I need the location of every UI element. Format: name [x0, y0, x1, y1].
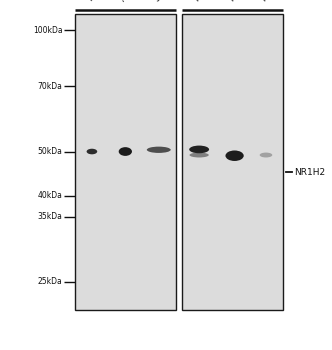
Ellipse shape — [225, 150, 244, 161]
Text: 50kDa: 50kDa — [38, 147, 62, 156]
Text: NR1H2: NR1H2 — [294, 168, 325, 177]
Ellipse shape — [189, 146, 209, 153]
Text: 35kDa: 35kDa — [38, 212, 62, 221]
Text: A-431: A-431 — [119, 0, 143, 4]
Ellipse shape — [87, 149, 97, 154]
Ellipse shape — [190, 153, 209, 158]
Text: 70kDa: 70kDa — [38, 82, 62, 91]
Text: 25kDa: 25kDa — [38, 277, 62, 286]
Text: SH-SY5Y: SH-SY5Y — [152, 0, 184, 4]
Text: 100kDa: 100kDa — [33, 26, 62, 35]
Text: 40kDa: 40kDa — [38, 191, 62, 201]
Text: HepG2: HepG2 — [86, 0, 112, 4]
Ellipse shape — [147, 147, 171, 153]
Text: Mouse liver: Mouse liver — [193, 0, 233, 4]
Ellipse shape — [260, 153, 272, 158]
Ellipse shape — [119, 147, 132, 156]
Text: Rat liver: Rat liver — [260, 0, 291, 4]
FancyBboxPatch shape — [182, 14, 283, 310]
Text: Mouse brain: Mouse brain — [228, 0, 271, 4]
FancyBboxPatch shape — [75, 14, 176, 310]
